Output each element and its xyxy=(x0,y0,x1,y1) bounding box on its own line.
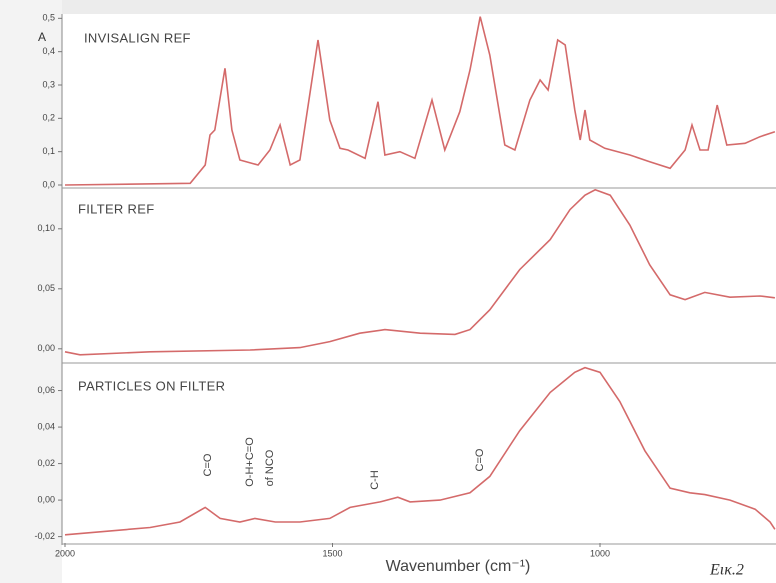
y-tick-label: 0,2 xyxy=(42,113,55,123)
y-tick-label: 0,3 xyxy=(42,79,55,89)
y-tick-label: -0,02 xyxy=(34,531,55,541)
panel-title: INVISALIGN REF xyxy=(84,30,191,45)
peak-annotation: C=O xyxy=(474,448,486,471)
top-band xyxy=(0,0,776,14)
panel-title: FILTER REF xyxy=(78,201,154,216)
axis-band xyxy=(0,0,62,583)
y-tick-label: 0,05 xyxy=(37,283,55,293)
y-tick-label: 0,4 xyxy=(42,46,55,56)
spectrum-line xyxy=(64,366,776,536)
y-axis-label: A xyxy=(38,30,46,44)
x-axis-label: Wavenumber (cm⁻¹) xyxy=(386,558,531,575)
y-tick-label: 0,10 xyxy=(37,223,55,233)
x-tick-label: 2000 xyxy=(55,548,75,558)
y-tick-label: 0,04 xyxy=(37,421,55,431)
spectrum-line xyxy=(64,188,775,356)
y-tick-label: 0,5 xyxy=(42,13,55,23)
y-tick-label: 0,06 xyxy=(37,385,55,395)
y-tick-label: 0,02 xyxy=(37,458,55,468)
spectrum-line xyxy=(64,16,776,186)
peak-annotation: C-H xyxy=(369,470,381,490)
x-tick-label: 1000 xyxy=(590,548,610,558)
y-tick-label: 0,0 xyxy=(42,179,55,189)
y-tick-label: 0,1 xyxy=(42,146,55,156)
panel-title: PARTICLES ON FILTER xyxy=(78,378,225,393)
y-tick-label: 0,00 xyxy=(37,494,55,504)
caption: Εικ.2 xyxy=(709,562,744,579)
peak-annotation: O-H+C=O xyxy=(244,437,256,487)
peak-annotation: C=O xyxy=(202,453,214,476)
peak-annotation: of NCO xyxy=(264,449,276,486)
x-tick-label: 1500 xyxy=(322,548,342,558)
y-tick-label: 0,00 xyxy=(37,343,55,353)
